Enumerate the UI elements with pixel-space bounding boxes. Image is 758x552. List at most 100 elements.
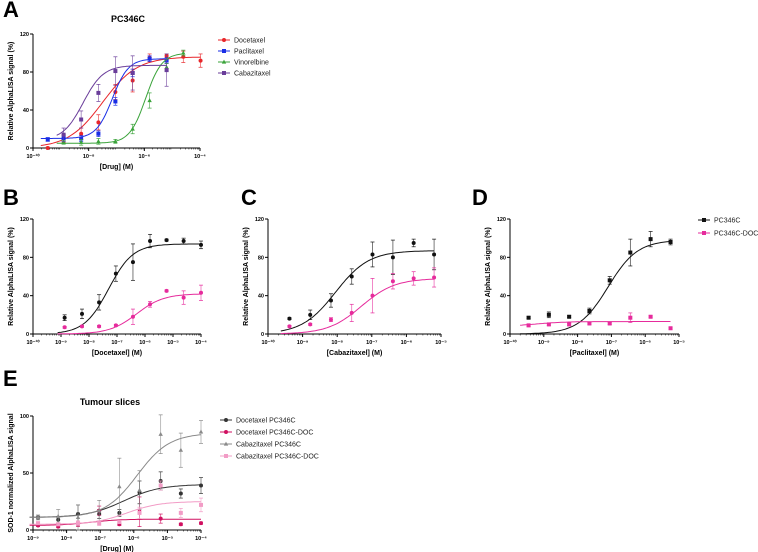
legend-item: Cabazitaxel bbox=[218, 71, 271, 78]
series-vinorelbine bbox=[56, 49, 186, 146]
fit-curve bbox=[40, 56, 201, 146]
fit-curve bbox=[56, 64, 167, 136]
series-pc346c-doc bbox=[57, 284, 203, 335]
legend-label: Docetaxel PC346C bbox=[236, 418, 296, 425]
legend-label: Cabazitaxel bbox=[234, 71, 271, 78]
data-point bbox=[113, 99, 118, 104]
y-tick-label: 80 bbox=[500, 255, 506, 261]
fit-curve bbox=[40, 58, 167, 139]
data-point bbox=[199, 290, 203, 295]
chart-panel-e: E Tumour slices 0 50 100 10⁻⁹ 10⁻⁸ 10⁻⁷ 10⁻⁶ 10⁻⁵… bbox=[3, 366, 319, 552]
data-point bbox=[308, 322, 313, 327]
data-point bbox=[113, 69, 118, 74]
x-tick-label: 10⁻⁸ bbox=[61, 536, 73, 542]
legend-marker bbox=[224, 454, 228, 458]
data-point bbox=[370, 252, 375, 257]
data-point bbox=[113, 271, 118, 276]
legend-item: Paclitaxel bbox=[218, 49, 264, 56]
panel-label: A bbox=[3, 0, 19, 22]
y-tick-label: 120 bbox=[255, 217, 264, 223]
x-axis-label: [Paclitaxel] (M) bbox=[570, 350, 619, 357]
data-point bbox=[526, 323, 531, 328]
legend-item: Docetaxel PC346C-DOC bbox=[220, 430, 313, 437]
data-point bbox=[181, 50, 186, 55]
data-point bbox=[411, 240, 416, 245]
data-point bbox=[75, 515, 81, 520]
data-point bbox=[349, 274, 354, 279]
chart-panel-b: B 0 40 80 120 10⁻¹⁰ 10⁻⁹ 10⁻⁸ 10⁻⁷ 10⁻⁶ 10⁻⁵ 10⁻⁴ [D… bbox=[3, 185, 207, 357]
y-tick-label: 80 bbox=[23, 255, 29, 261]
y-tick-label: 0 bbox=[261, 332, 264, 338]
legend-label: Cabazitaxel PC346C bbox=[236, 442, 301, 449]
data-point bbox=[96, 120, 101, 125]
data-point bbox=[45, 146, 50, 150]
x-axis-label: [Drug] (M) bbox=[100, 164, 133, 171]
data-point bbox=[164, 238, 169, 243]
data-point bbox=[56, 522, 61, 527]
x-tick-label: 10⁻¹⁰ bbox=[261, 339, 275, 346]
chart-panel-d: D 0 40 80 120 10⁻¹⁰ 10⁻⁹ 10⁻⁸ 10⁻⁷ 10⁻⁶ 10⁻⁵ [Pacli… bbox=[472, 185, 758, 357]
legend-marker bbox=[224, 430, 228, 434]
legend-label: PC346C bbox=[714, 218, 740, 225]
data-point bbox=[147, 98, 152, 103]
x-tick-label: 10⁻¹⁰ bbox=[26, 153, 40, 160]
legend-label: Paclitaxel bbox=[234, 49, 264, 56]
legend-marker bbox=[222, 49, 226, 53]
data-point bbox=[164, 288, 169, 293]
y-tick-label: 0 bbox=[503, 332, 506, 338]
data-point bbox=[432, 252, 437, 257]
data-point bbox=[117, 484, 122, 489]
data-point bbox=[178, 447, 184, 452]
legend-marker bbox=[222, 71, 226, 75]
data-point bbox=[390, 279, 395, 284]
series-pc346c-doc bbox=[280, 267, 437, 335]
data-point bbox=[199, 502, 203, 507]
series-cabazitaxel-pc346c-doc bbox=[29, 480, 203, 527]
legend-item: Cabazitaxel PC346C bbox=[220, 442, 301, 449]
data-point bbox=[78, 139, 84, 144]
fit-curve bbox=[280, 250, 435, 332]
panel-label: B bbox=[3, 185, 19, 210]
fit-curve bbox=[520, 240, 671, 335]
chart-panel-a: A PC346C 0 40 80 120 10⁻¹⁰ 10⁻⁸ 10⁻⁶ 10⁻⁴ [Drug] (… bbox=[3, 0, 271, 171]
series-cabazitaxel-pc346c bbox=[29, 414, 204, 531]
x-axis-label: [Cabazitaxel] (M) bbox=[327, 350, 383, 357]
x-tick-label: 10⁻⁵ bbox=[167, 340, 179, 346]
y-tick-label: 40 bbox=[23, 294, 29, 300]
x-tick-label: 10⁻⁵ bbox=[162, 536, 174, 542]
series-pc346c bbox=[280, 238, 437, 332]
data-point bbox=[130, 70, 135, 75]
x-tick-label: 10⁻⁵ bbox=[673, 340, 685, 346]
y-tick-label: 120 bbox=[20, 217, 29, 223]
series-pc346c-doc bbox=[520, 312, 673, 331]
y-tick-label: 0 bbox=[26, 146, 29, 152]
x-tick-label: 10⁻⁴ bbox=[195, 536, 207, 542]
data-point bbox=[56, 513, 61, 518]
chart-panel-c: C 0 40 80 120 10⁻¹⁰ 10⁻⁹ 10⁻⁸ 10⁻⁷ 10⁻⁶ 10⁻⁵ [Cabaz… bbox=[241, 185, 447, 357]
data-point bbox=[607, 278, 612, 283]
x-tick-label: 10⁻⁸ bbox=[83, 340, 95, 346]
legend-label: PC346C-DOC bbox=[714, 231, 758, 238]
data-point bbox=[148, 302, 153, 307]
legend-item: Docetaxel bbox=[218, 38, 266, 45]
data-point bbox=[668, 326, 673, 331]
data-point bbox=[62, 325, 67, 330]
x-tick-label: 10⁻⁶ bbox=[128, 536, 140, 542]
fit-curve bbox=[520, 321, 671, 326]
y-tick-label: 80 bbox=[258, 255, 264, 261]
x-tick-label: 10⁻⁸ bbox=[572, 340, 584, 346]
y-tick-label: 0 bbox=[26, 528, 29, 534]
data-point bbox=[178, 510, 183, 515]
data-point bbox=[308, 312, 313, 317]
data-point bbox=[567, 322, 572, 327]
data-point bbox=[96, 131, 101, 136]
data-point bbox=[147, 56, 152, 61]
y-axis-label: Relative AlphaLISA signal (%) bbox=[485, 227, 492, 326]
data-point bbox=[97, 300, 102, 305]
data-point bbox=[546, 312, 551, 317]
data-point bbox=[79, 131, 84, 136]
data-point bbox=[62, 315, 67, 320]
x-tick-label: 10⁻⁹ bbox=[538, 340, 550, 346]
chart-title: PC346C bbox=[111, 14, 146, 24]
data-point bbox=[390, 255, 395, 260]
